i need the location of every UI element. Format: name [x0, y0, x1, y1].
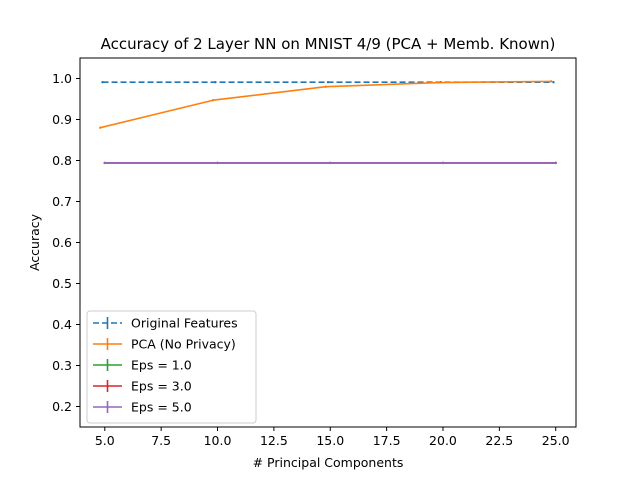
x-tick-label: 10.0 [204, 433, 232, 448]
x-tick-label: 5.0 [95, 433, 115, 448]
y-axis-ticks: 0.2 0.3 0.4 0.5 0.6 0.7 0.8 0.9 1.0 [52, 71, 80, 414]
x-tick-label: 20.0 [429, 433, 457, 448]
legend-label-eps-3-0: Eps = 3.0 [131, 379, 192, 394]
x-tick-label: 7.5 [151, 433, 171, 448]
chart-title: Accuracy of 2 Layer NN on MNIST 4/9 (PCA… [101, 35, 556, 53]
y-tick-label: 0.3 [52, 358, 72, 373]
data-point-original-features [101, 80, 104, 84]
x-axis-label: # Principal Components [253, 455, 404, 470]
data-point-original-features [552, 80, 555, 84]
y-axis-label: Accuracy [27, 213, 42, 271]
data-point-eps-5-0 [554, 161, 557, 165]
data-point-eps-5-0 [329, 161, 332, 165]
legend: Original Features PCA (No Privacy) Eps = 1… [86, 310, 257, 424]
legend-label-eps-5-0: Eps = 5.0 [131, 400, 192, 415]
data-point-pca-no-privacy [437, 81, 440, 84]
y-tick-label: 0.6 [52, 235, 72, 250]
y-tick-label: 0.5 [52, 276, 72, 291]
y-tick-label: 0.9 [52, 112, 72, 127]
data-point-original-features [326, 80, 330, 84]
x-tick-label: 17.5 [373, 433, 401, 448]
data-point-eps-5-0 [216, 161, 219, 165]
data-point-pca-no-privacy [324, 85, 327, 88]
x-tick-label: 15.0 [316, 433, 344, 448]
legend-label-original-features: Original Features [131, 316, 238, 331]
plot-area [99, 80, 557, 165]
x-tick-label: 12.5 [260, 433, 288, 448]
data-point-eps-5-0 [103, 161, 107, 165]
series-line-pca-no-privacy [100, 80, 552, 129]
data-point-pca-no-privacy [550, 80, 553, 83]
x-axis-ticks: 5.0 7.5 10.0 12.5 15.0 17.5 20.0 22.5 25.0 [95, 427, 570, 448]
data-point-pca-no-privacy [99, 126, 102, 129]
legend-box [86, 310, 257, 424]
data-point-eps-5-0 [441, 161, 445, 165]
data-point-original-features [214, 80, 217, 84]
x-tick-label: 25.0 [542, 433, 570, 448]
y-tick-label: 0.2 [52, 399, 72, 414]
y-tick-label: 0.8 [52, 153, 72, 168]
legend-label-eps-1-0: Eps = 1.0 [131, 358, 192, 373]
y-tick-label: 0.7 [52, 194, 72, 209]
data-point-pca-no-privacy [211, 99, 215, 102]
y-tick-label: 0.4 [52, 317, 72, 332]
legend-label-pca-no-privacy: PCA (No Privacy) [131, 337, 236, 352]
x-tick-label: 22.5 [485, 433, 513, 448]
y-tick-label: 1.0 [52, 71, 72, 86]
